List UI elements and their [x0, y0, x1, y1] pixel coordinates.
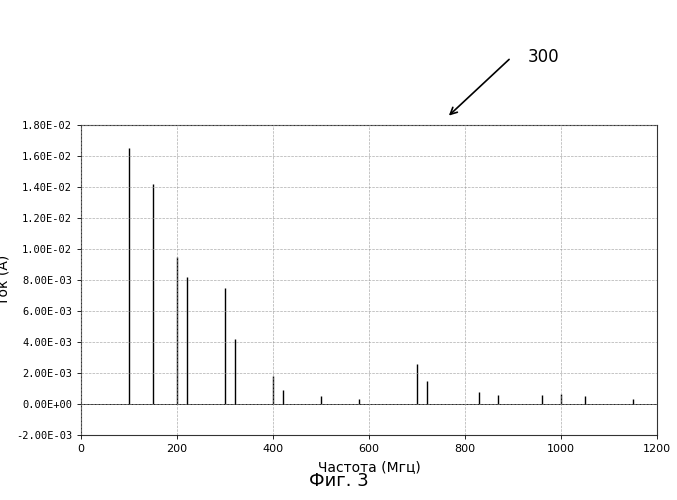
- Text: 300: 300: [528, 48, 560, 66]
- Text: Фиг. 3: Фиг. 3: [309, 472, 368, 490]
- X-axis label: Частота (Мгц): Частота (Мгц): [318, 460, 420, 473]
- Y-axis label: Ток (A): Ток (A): [0, 255, 10, 305]
